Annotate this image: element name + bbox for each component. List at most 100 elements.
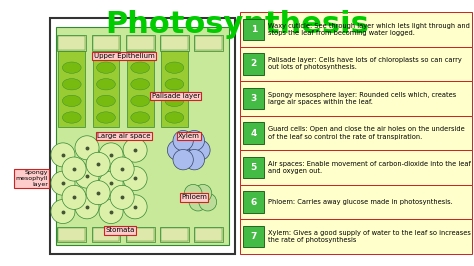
Ellipse shape bbox=[131, 95, 150, 107]
Ellipse shape bbox=[63, 79, 81, 90]
Circle shape bbox=[123, 195, 147, 219]
FancyBboxPatch shape bbox=[240, 219, 472, 254]
Ellipse shape bbox=[131, 62, 150, 73]
FancyBboxPatch shape bbox=[194, 35, 223, 51]
Ellipse shape bbox=[97, 95, 115, 107]
Circle shape bbox=[167, 140, 188, 160]
Circle shape bbox=[110, 185, 134, 209]
FancyBboxPatch shape bbox=[195, 228, 222, 241]
Text: Phloem: Carries away glucose made in photosynthesis.: Phloem: Carries away glucose made in pho… bbox=[268, 199, 453, 205]
Text: 6: 6 bbox=[251, 198, 257, 207]
FancyBboxPatch shape bbox=[91, 227, 120, 242]
Circle shape bbox=[173, 130, 193, 151]
Circle shape bbox=[51, 171, 75, 195]
Text: Stomata: Stomata bbox=[106, 227, 135, 233]
FancyBboxPatch shape bbox=[126, 227, 155, 242]
Circle shape bbox=[51, 200, 75, 223]
FancyBboxPatch shape bbox=[126, 35, 155, 51]
Circle shape bbox=[199, 193, 217, 211]
Text: Air spaces: Enable movement of carbon-dioxide into the leaf and oxygen out.: Air spaces: Enable movement of carbon-di… bbox=[268, 161, 471, 174]
Circle shape bbox=[75, 195, 99, 219]
Circle shape bbox=[194, 184, 212, 202]
FancyBboxPatch shape bbox=[160, 35, 189, 51]
Text: Spongy
mesophyll
layer: Spongy mesophyll layer bbox=[16, 170, 48, 187]
Ellipse shape bbox=[165, 112, 184, 123]
FancyBboxPatch shape bbox=[58, 36, 85, 50]
Text: 4: 4 bbox=[251, 128, 257, 138]
Circle shape bbox=[184, 130, 204, 151]
FancyBboxPatch shape bbox=[127, 51, 154, 127]
FancyBboxPatch shape bbox=[127, 228, 154, 241]
FancyBboxPatch shape bbox=[240, 81, 472, 116]
Circle shape bbox=[99, 143, 123, 167]
FancyBboxPatch shape bbox=[243, 157, 264, 178]
FancyBboxPatch shape bbox=[240, 47, 472, 81]
Circle shape bbox=[184, 149, 204, 170]
Ellipse shape bbox=[165, 95, 184, 107]
Text: Waxy cuticle: See through layer which lets light through and stops the leaf from: Waxy cuticle: See through layer which le… bbox=[268, 23, 470, 36]
Text: Guard cells: Open and close the air holes on the underside of the leaf so contro: Guard cells: Open and close the air hole… bbox=[268, 127, 465, 139]
FancyBboxPatch shape bbox=[243, 122, 264, 144]
Circle shape bbox=[189, 193, 207, 211]
Text: 7: 7 bbox=[251, 232, 257, 241]
FancyBboxPatch shape bbox=[127, 36, 154, 50]
Circle shape bbox=[184, 184, 202, 202]
Ellipse shape bbox=[165, 79, 184, 90]
Text: 1: 1 bbox=[251, 25, 257, 34]
Text: 5: 5 bbox=[251, 163, 257, 172]
Ellipse shape bbox=[97, 112, 115, 123]
FancyBboxPatch shape bbox=[57, 227, 86, 242]
Circle shape bbox=[62, 185, 86, 209]
FancyBboxPatch shape bbox=[50, 18, 235, 254]
Text: Spongy mesosphere layer: Rounded cells which, creates large air spaces within th: Spongy mesosphere layer: Rounded cells w… bbox=[268, 92, 456, 105]
Circle shape bbox=[110, 157, 134, 181]
FancyBboxPatch shape bbox=[243, 19, 264, 40]
FancyBboxPatch shape bbox=[92, 51, 119, 127]
Circle shape bbox=[123, 167, 147, 190]
Circle shape bbox=[99, 171, 123, 195]
Text: Xylem: Xylem bbox=[178, 133, 200, 139]
FancyBboxPatch shape bbox=[194, 227, 223, 242]
Circle shape bbox=[173, 149, 193, 170]
Circle shape bbox=[86, 181, 110, 205]
Ellipse shape bbox=[97, 62, 115, 73]
Circle shape bbox=[99, 200, 123, 223]
FancyBboxPatch shape bbox=[58, 228, 85, 241]
Text: Phloem: Phloem bbox=[182, 194, 207, 200]
FancyBboxPatch shape bbox=[92, 36, 119, 50]
FancyBboxPatch shape bbox=[243, 88, 264, 109]
Text: Palisade layer: Cells have lots of chloroplasts so can carry out lots of photosy: Palisade layer: Cells have lots of chlor… bbox=[268, 57, 462, 70]
FancyBboxPatch shape bbox=[243, 53, 264, 74]
FancyBboxPatch shape bbox=[240, 12, 472, 47]
Text: Xylem: Gives a good supply of water to the leaf so increases the rate of photosy: Xylem: Gives a good supply of water to t… bbox=[268, 230, 471, 243]
FancyBboxPatch shape bbox=[57, 35, 86, 51]
Ellipse shape bbox=[63, 95, 81, 107]
FancyBboxPatch shape bbox=[195, 36, 222, 50]
FancyBboxPatch shape bbox=[240, 150, 472, 185]
FancyBboxPatch shape bbox=[240, 185, 472, 219]
FancyBboxPatch shape bbox=[161, 228, 188, 241]
Ellipse shape bbox=[131, 79, 150, 90]
FancyBboxPatch shape bbox=[161, 36, 188, 50]
Ellipse shape bbox=[63, 112, 81, 123]
Text: Palisade layer: Palisade layer bbox=[152, 93, 200, 99]
Circle shape bbox=[190, 140, 210, 160]
FancyBboxPatch shape bbox=[91, 35, 120, 51]
FancyBboxPatch shape bbox=[92, 228, 119, 241]
Text: 2: 2 bbox=[251, 59, 257, 68]
Text: Photosynthesis: Photosynthesis bbox=[105, 10, 369, 39]
FancyBboxPatch shape bbox=[243, 192, 264, 213]
Circle shape bbox=[62, 157, 86, 181]
Circle shape bbox=[123, 138, 147, 162]
Ellipse shape bbox=[97, 79, 115, 90]
Circle shape bbox=[75, 164, 99, 188]
FancyBboxPatch shape bbox=[160, 227, 189, 242]
Text: Upper Epithelium: Upper Epithelium bbox=[94, 53, 155, 59]
FancyBboxPatch shape bbox=[243, 226, 264, 247]
Ellipse shape bbox=[131, 112, 150, 123]
FancyBboxPatch shape bbox=[55, 27, 229, 244]
Text: 3: 3 bbox=[251, 94, 257, 103]
FancyBboxPatch shape bbox=[240, 116, 472, 150]
FancyBboxPatch shape bbox=[161, 51, 188, 127]
Circle shape bbox=[86, 152, 110, 176]
